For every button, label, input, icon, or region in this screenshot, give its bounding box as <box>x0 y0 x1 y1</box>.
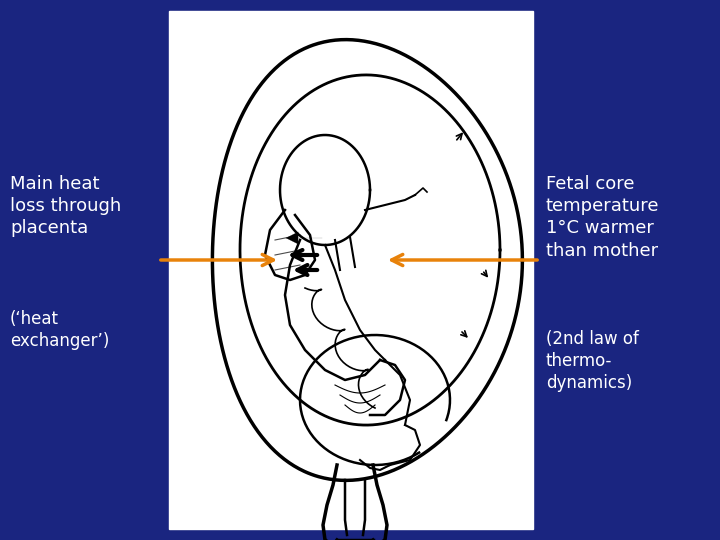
Text: Main heat
loss through
placenta: Main heat loss through placenta <box>10 175 121 238</box>
Text: (‘heat
exchanger’): (‘heat exchanger’) <box>10 310 109 350</box>
Polygon shape <box>265 210 315 280</box>
Text: (2nd law of
thermo-
dynamics): (2nd law of thermo- dynamics) <box>546 330 639 393</box>
Text: Fetal core
temperature
1°C warmer
than mother: Fetal core temperature 1°C warmer than m… <box>546 175 660 260</box>
Bar <box>169 11 533 529</box>
